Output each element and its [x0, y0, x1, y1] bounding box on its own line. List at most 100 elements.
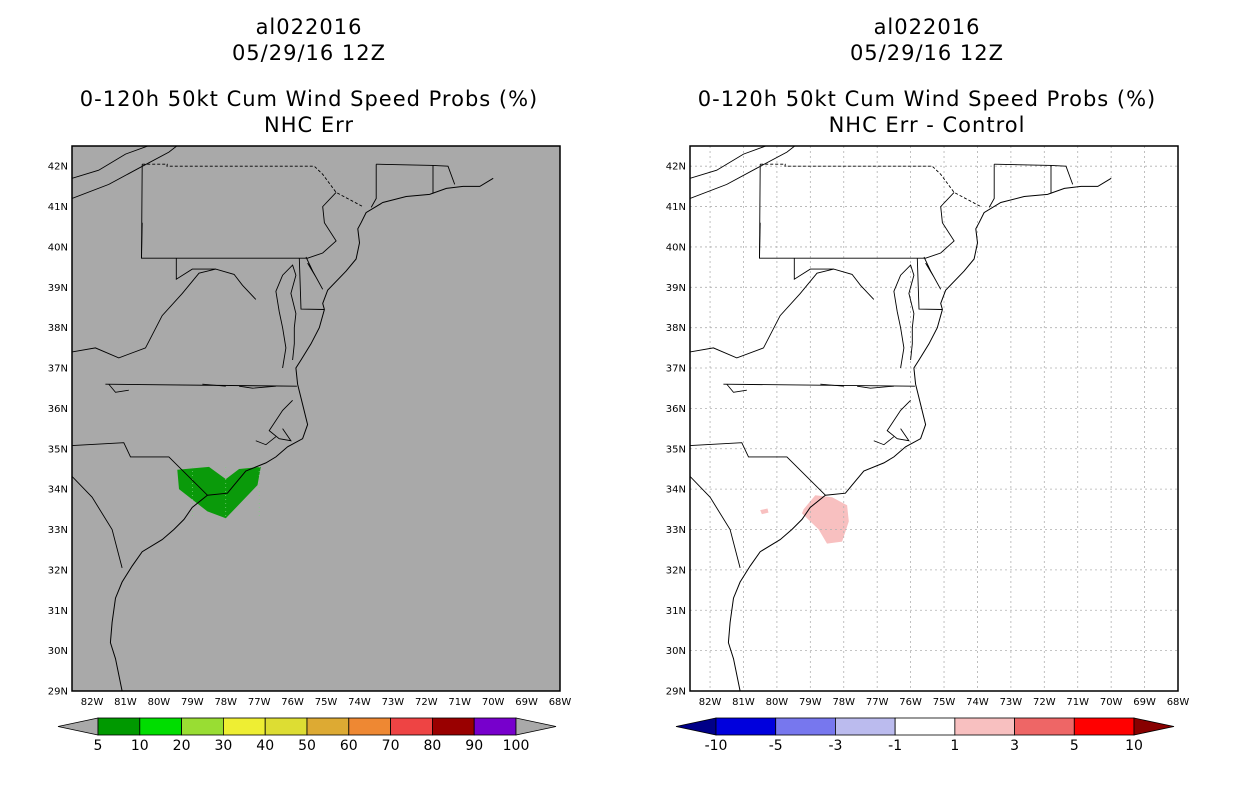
left-lat-label: 36N: [48, 404, 68, 415]
right-state-border-3: [917, 192, 955, 259]
right-lon-label: 78W: [832, 697, 855, 708]
left-colorbar-high-arrow: [515, 717, 557, 736]
right-bay-1: [923, 256, 942, 290]
left-colorbar-swatch: [473, 717, 517, 736]
left-bay-1: [305, 256, 324, 290]
left-colorbar-tick-label: 100: [503, 738, 530, 754]
right-lon-label: 69W: [1133, 697, 1156, 708]
right-lat-label: 41N: [666, 202, 686, 213]
right-state-border-7: [723, 383, 915, 387]
right-lon-label: 73W: [1000, 697, 1023, 708]
left-lat-label: 35N: [48, 444, 68, 455]
left-coastline: [109, 177, 494, 691]
right-colorbar-low-arrow: [675, 717, 717, 736]
right-map-panel: al022016 05/29/16 12Z 0-120h 50kt Cum Wi…: [618, 0, 1236, 800]
right-axis-labels: 42N 41N 40N 39N 38N 37N 36N 35N 34N 33N 32N 31N 30N 2…: [666, 162, 1190, 708]
left-lon-label: 74W: [348, 697, 371, 708]
left-colorbar: 5 10 20 30 40 50 60 70 80 90 100: [57, 717, 557, 754]
left-map-layer: [71, 145, 561, 692]
right-lat-label: 39N: [666, 283, 686, 294]
left-title-storm-id: al022016: [255, 15, 363, 39]
left-lon-label: 73W: [382, 697, 405, 708]
left-state-border-7: [105, 383, 297, 387]
left-colorbar-swatch: [306, 717, 350, 736]
left-colorbar-tick-label: 5: [94, 738, 103, 754]
right-colorbar-tick-label: -3: [828, 738, 842, 754]
right-colorbar-swatch: [1014, 717, 1075, 736]
right-colorbar-swatch: [715, 717, 777, 736]
left-colorbar-swatch: [348, 717, 391, 736]
left-colorbar-swatch: [97, 717, 141, 736]
left-colorbar-tick-label: 90: [465, 738, 483, 754]
left-bay-2: [268, 399, 293, 442]
left-lon-label: 81W: [114, 697, 137, 708]
right-bay-2: [886, 399, 911, 442]
left-contour-prob-5-10: [177, 466, 261, 519]
left-river-1: [239, 385, 276, 389]
left-lat-label: 41N: [48, 202, 68, 213]
left-colorbar-tick-label: 70: [382, 738, 400, 754]
left-lon-label: 79W: [181, 697, 204, 708]
right-colorbar-swatch: [835, 717, 896, 736]
right-lake-shore-1: [690, 146, 768, 179]
right-lat-label: 29N: [666, 687, 686, 698]
left-lon-label: 69W: [515, 697, 538, 708]
right-bay-0: [893, 264, 915, 369]
right-state-border-2: [916, 258, 943, 310]
left-colorbar-tick-label: 10: [131, 738, 149, 754]
right-title-experiment: NHC Err - Control: [828, 113, 1026, 137]
left-colorbar-tick-label: 60: [340, 738, 358, 754]
left-lon-label: 76W: [281, 697, 304, 708]
right-title-product: 0-120h 50kt Cum Wind Speed Probs (%): [697, 87, 1157, 111]
left-axis-labels: 42N 41N 40N 39N 38N 37N 36N 35N 34N 33N 32N 31N 30N 2…: [48, 162, 572, 708]
left-title-product: 0-120h 50kt Cum Wind Speed Probs (%): [79, 87, 539, 111]
right-colorbar-swatch: [894, 717, 956, 736]
right-contour-diff-1-3-spot: [760, 508, 769, 515]
left-lon-label: 72W: [415, 697, 438, 708]
left-lat-label: 33N: [48, 525, 68, 536]
left-lon-label: 75W: [315, 697, 338, 708]
left-river-2: [202, 383, 226, 387]
right-state-border-10: [690, 268, 875, 359]
left-lat-label: 34N: [48, 485, 68, 496]
right-lat-label: 38N: [666, 323, 686, 334]
left-lat-label: 37N: [48, 364, 68, 375]
left-title-date: 05/29/16 12Z: [231, 41, 387, 65]
right-lon-label: 72W: [1033, 697, 1056, 708]
left-map-background: [72, 146, 560, 691]
right-colorbar-tick-label: 3: [1010, 738, 1019, 754]
right-lon-label: 81W: [732, 697, 755, 708]
left-title-experiment: NHC Err: [263, 113, 354, 137]
right-title-storm-id: al022016: [873, 15, 981, 39]
right-lon-label: 70W: [1100, 697, 1123, 708]
left-colorbar-swatch: [181, 717, 224, 736]
left-lon-label: 70W: [482, 697, 505, 708]
left-bay-0: [275, 264, 297, 369]
right-title-block: al022016 05/29/16 12Z 0-120h 50kt Cum Wi…: [618, 14, 1236, 138]
left-lon-label: 82W: [81, 697, 104, 708]
left-colorbar-swatch: [431, 717, 475, 736]
right-state-border-11: [759, 222, 761, 259]
left-state-border-10: [72, 268, 257, 359]
left-colorbar-tick-label: 40: [256, 738, 274, 754]
right-lat-label: 34N: [666, 485, 686, 496]
left-lon-label: 77W: [248, 697, 271, 708]
left-state-border-8: [72, 442, 208, 496]
left-lat-label: 32N: [48, 565, 68, 576]
right-lon-label: 79W: [799, 697, 822, 708]
left-state-border-2: [298, 258, 325, 310]
left-lat-label: 39N: [48, 283, 68, 294]
left-lon-label: 80W: [148, 697, 171, 708]
left-river-0: [108, 383, 129, 393]
left-colorbar-tick-label: 80: [423, 738, 441, 754]
right-lat-label: 40N: [666, 242, 686, 253]
left-state-border-9: [72, 475, 123, 569]
left-lat-label: 30N: [48, 646, 68, 657]
right-river-3: [873, 436, 895, 446]
left-colorbar-tick-label: 20: [173, 738, 191, 754]
right-coastline: [727, 177, 1112, 691]
left-colorbar-tick-label: 50: [298, 738, 316, 754]
left-map-svg: 42N 41N 40N 39N 38N 37N 36N 35N 34N 33N 32N 31N 30N 2…: [48, 145, 572, 754]
right-river-0: [726, 383, 747, 393]
right-river-2: [820, 383, 844, 387]
